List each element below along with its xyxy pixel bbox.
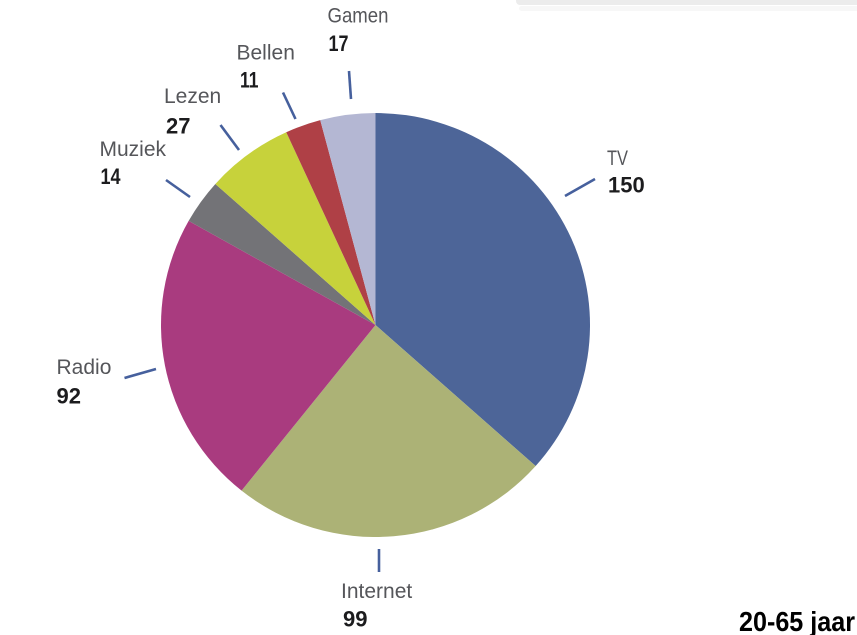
svg-text:Radio: Radio xyxy=(57,356,112,379)
svg-text:150: 150 xyxy=(608,173,645,198)
svg-text:Gamen: Gamen xyxy=(328,5,389,28)
svg-text:Lezen: Lezen xyxy=(164,85,221,108)
svg-text:17: 17 xyxy=(329,31,349,56)
svg-text:Internet: Internet xyxy=(341,580,412,603)
svg-text:92: 92 xyxy=(57,384,81,409)
svg-text:14: 14 xyxy=(101,164,122,189)
svg-text:11: 11 xyxy=(240,68,259,93)
svg-text:20-65 jaar: 20-65 jaar xyxy=(739,606,855,635)
svg-text:TV: TV xyxy=(607,147,628,170)
svg-text:Bellen: Bellen xyxy=(237,42,295,65)
svg-text:Muziek: Muziek xyxy=(100,138,167,161)
svg-text:99: 99 xyxy=(343,607,367,632)
svg-text:27: 27 xyxy=(166,114,190,139)
